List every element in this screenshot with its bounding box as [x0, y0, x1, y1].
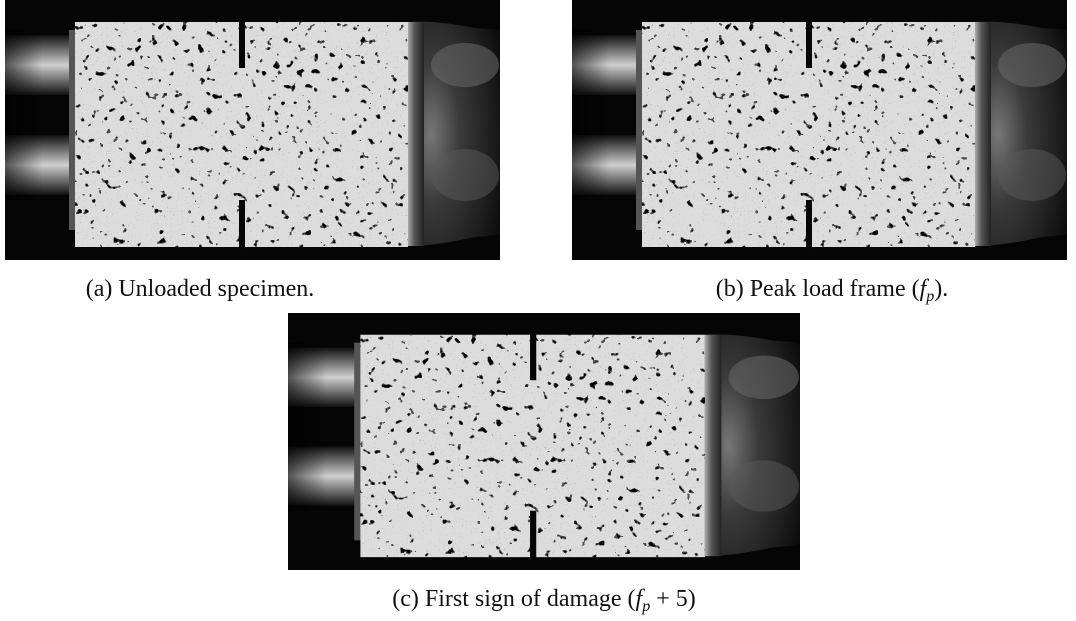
specimen-image: [572, 0, 1067, 260]
caption-text: ).: [934, 276, 948, 302]
caption: (c) First sign of damage (fp + 5): [288, 586, 800, 613]
caption: (b) Peak load frame (fp).: [572, 276, 1076, 303]
caption: (a) Unloaded specimen.: [5, 276, 395, 303]
specimen-image: [5, 0, 500, 260]
figure-page: (a) Unloaded specimen. (b) Peak load fra…: [0, 0, 1076, 621]
caption-text: + 5): [650, 586, 696, 612]
caption-text: (c) First sign of damage (: [392, 586, 635, 612]
caption-text: (b) Peak load frame (: [716, 276, 920, 302]
caption-subscript: p: [642, 598, 650, 615]
specimen-image: [288, 313, 800, 570]
caption-text: (a) Unloaded specimen.: [86, 276, 315, 302]
